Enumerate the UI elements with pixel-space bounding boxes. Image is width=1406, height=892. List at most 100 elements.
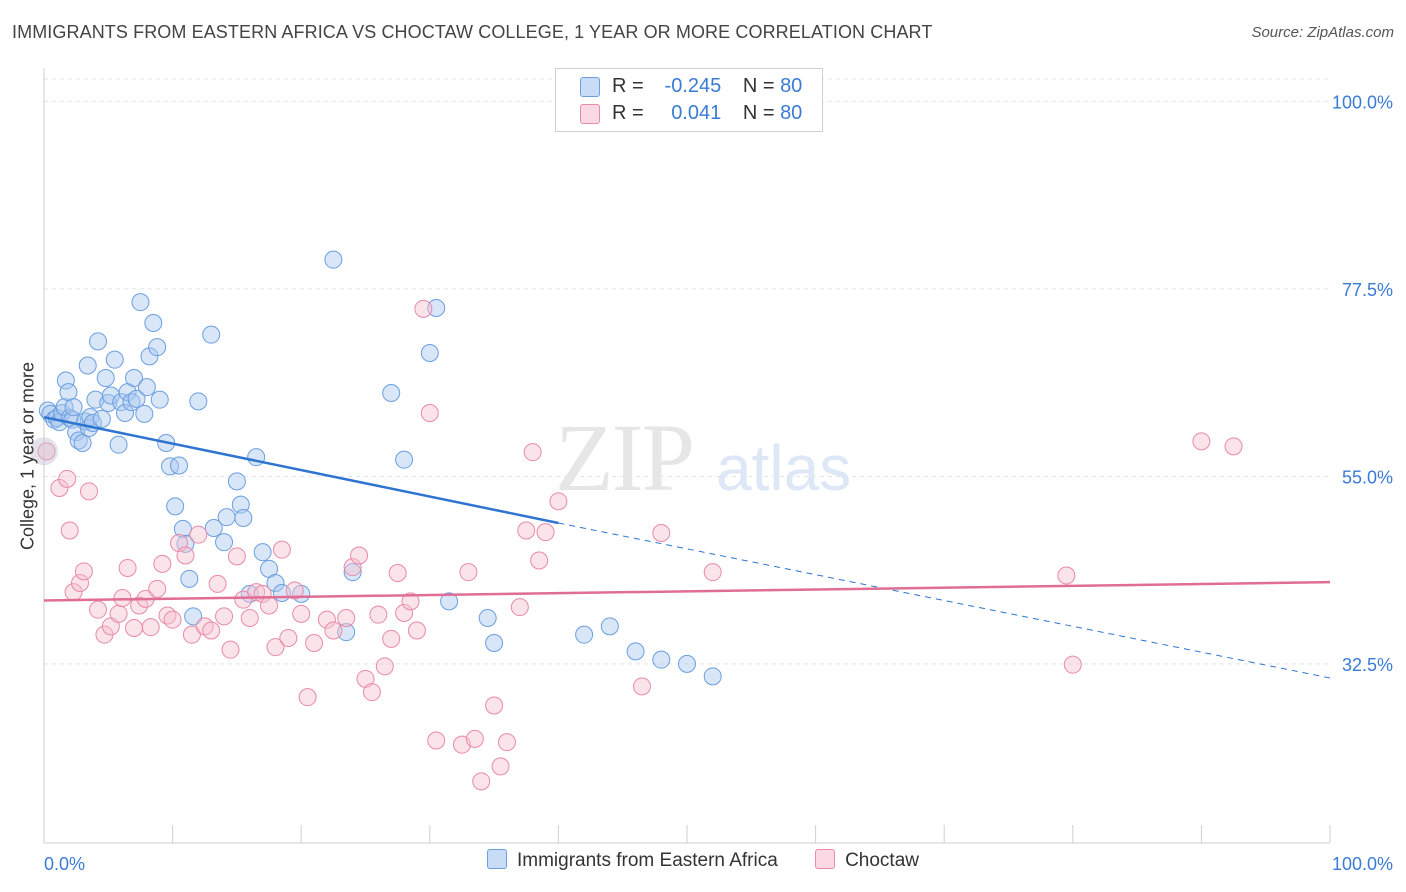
point-choctaw bbox=[427, 731, 446, 750]
point-choctaw bbox=[202, 621, 221, 640]
point-eastern-africa bbox=[485, 634, 504, 652]
point-choctaw bbox=[536, 523, 555, 542]
point-eastern-africa bbox=[122, 393, 141, 412]
point-eastern-africa bbox=[343, 563, 362, 582]
legend-swatch-blue bbox=[580, 76, 600, 97]
point-choctaw bbox=[1224, 437, 1243, 456]
point-choctaw bbox=[337, 609, 356, 627]
point-choctaw bbox=[279, 629, 298, 647]
r-value-pink: 0.041 bbox=[671, 102, 722, 124]
point-eastern-africa bbox=[73, 434, 92, 452]
point-choctaw bbox=[298, 688, 317, 707]
point-choctaw bbox=[395, 604, 414, 622]
point-choctaw bbox=[465, 729, 484, 748]
point-choctaw bbox=[176, 546, 195, 565]
point-choctaw bbox=[292, 604, 311, 623]
point-choctaw bbox=[74, 562, 93, 581]
point-choctaw bbox=[60, 521, 79, 540]
point-choctaw bbox=[30, 437, 58, 466]
point-eastern-africa bbox=[131, 293, 150, 312]
point-choctaw bbox=[382, 629, 401, 648]
point-eastern-africa bbox=[144, 314, 163, 332]
y-tick-label: 32.5% bbox=[1342, 655, 1393, 675]
point-choctaw bbox=[1192, 432, 1211, 451]
y-tick-label: 77.5% bbox=[1342, 280, 1393, 300]
trend-line-choctaw bbox=[43, 580, 1331, 602]
point-choctaw bbox=[420, 404, 439, 422]
point-eastern-africa bbox=[150, 390, 169, 409]
point-eastern-africa bbox=[105, 350, 124, 369]
point-choctaw bbox=[148, 579, 167, 598]
legend-swatch-pink bbox=[815, 849, 836, 870]
point-eastern-africa bbox=[78, 356, 97, 375]
legend-row-eastern-africa: R = -0.245 N = 80 bbox=[580, 75, 802, 99]
n-label: N = bbox=[742, 102, 775, 124]
point-choctaw bbox=[227, 547, 246, 566]
point-choctaw bbox=[350, 546, 369, 565]
source-label: Source: ZipAtlas.com bbox=[1251, 24, 1394, 41]
series-legend: Immigrants from Eastern Africa Choctaw bbox=[0, 849, 1406, 872]
point-eastern-africa bbox=[253, 543, 272, 562]
point-choctaw bbox=[125, 619, 144, 637]
point-choctaw bbox=[632, 677, 651, 696]
x-tick-label: 0.0% bbox=[44, 854, 85, 874]
point-choctaw bbox=[113, 589, 132, 607]
point-eastern-africa bbox=[184, 607, 203, 626]
point-choctaw bbox=[375, 657, 394, 676]
watermark-zip: ZIP bbox=[555, 404, 693, 511]
point-choctaw bbox=[80, 482, 99, 501]
point-eastern-africa bbox=[92, 409, 111, 428]
point-eastern-africa bbox=[231, 495, 250, 514]
point-eastern-africa bbox=[161, 457, 180, 476]
chart-title: IMMIGRANTS FROM EASTERN AFRICA VS CHOCTA… bbox=[12, 22, 933, 42]
point-eastern-africa bbox=[266, 574, 285, 592]
point-choctaw bbox=[523, 443, 542, 462]
point-choctaw bbox=[215, 607, 234, 626]
point-choctaw bbox=[266, 638, 285, 657]
point-eastern-africa bbox=[678, 654, 696, 673]
point-choctaw bbox=[240, 609, 259, 627]
point-choctaw bbox=[189, 525, 208, 544]
point-choctaw bbox=[491, 757, 510, 776]
point-eastern-africa bbox=[703, 667, 722, 686]
point-choctaw bbox=[71, 574, 90, 592]
point-eastern-africa bbox=[59, 383, 78, 402]
x-tick-labels: 0.0% 100.0% bbox=[44, 854, 1393, 874]
x-ticks bbox=[172, 825, 1331, 843]
point-choctaw bbox=[472, 772, 491, 791]
point-eastern-africa bbox=[217, 508, 236, 527]
point-choctaw bbox=[497, 733, 516, 752]
point-choctaw bbox=[182, 625, 201, 644]
point-choctaw bbox=[414, 299, 433, 318]
point-choctaw bbox=[118, 559, 137, 577]
point-eastern-africa bbox=[395, 450, 414, 469]
point-choctaw bbox=[221, 640, 240, 659]
point-choctaw bbox=[401, 592, 420, 611]
legend-item-choctaw: Choctaw bbox=[815, 849, 919, 872]
point-choctaw bbox=[141, 618, 160, 637]
point-eastern-africa bbox=[382, 384, 401, 402]
point-eastern-africa bbox=[56, 371, 75, 390]
y-axis-label: College, 1 year or more bbox=[17, 361, 38, 551]
point-choctaw bbox=[1057, 566, 1076, 585]
point-eastern-africa bbox=[109, 435, 128, 454]
point-choctaw bbox=[305, 634, 324, 652]
point-eastern-africa bbox=[89, 332, 108, 351]
point-choctaw bbox=[703, 563, 722, 582]
correlation-legend: R = -0.245 N = 80 R = 0.041 N = 80 bbox=[555, 68, 823, 132]
point-eastern-africa bbox=[227, 472, 246, 491]
point-choctaw bbox=[130, 596, 149, 615]
y-tick-labels: 32.5% 55.0% 77.5% 100.0% bbox=[1332, 92, 1393, 675]
legend-row-choctaw: R = 0.041 N = 80 bbox=[580, 102, 802, 126]
legend-item-eastern-africa: Immigrants from Eastern Africa bbox=[487, 849, 778, 872]
y-tick-label: 100.0% bbox=[1332, 92, 1393, 112]
point-choctaw bbox=[549, 492, 568, 511]
point-eastern-africa bbox=[427, 299, 446, 317]
point-choctaw bbox=[317, 610, 336, 629]
trend-line-eastern-africa-extension bbox=[558, 522, 1331, 679]
gridlines bbox=[44, 78, 1330, 665]
point-choctaw bbox=[109, 604, 128, 623]
point-eastern-africa bbox=[626, 642, 645, 661]
point-eastern-africa bbox=[116, 404, 135, 422]
